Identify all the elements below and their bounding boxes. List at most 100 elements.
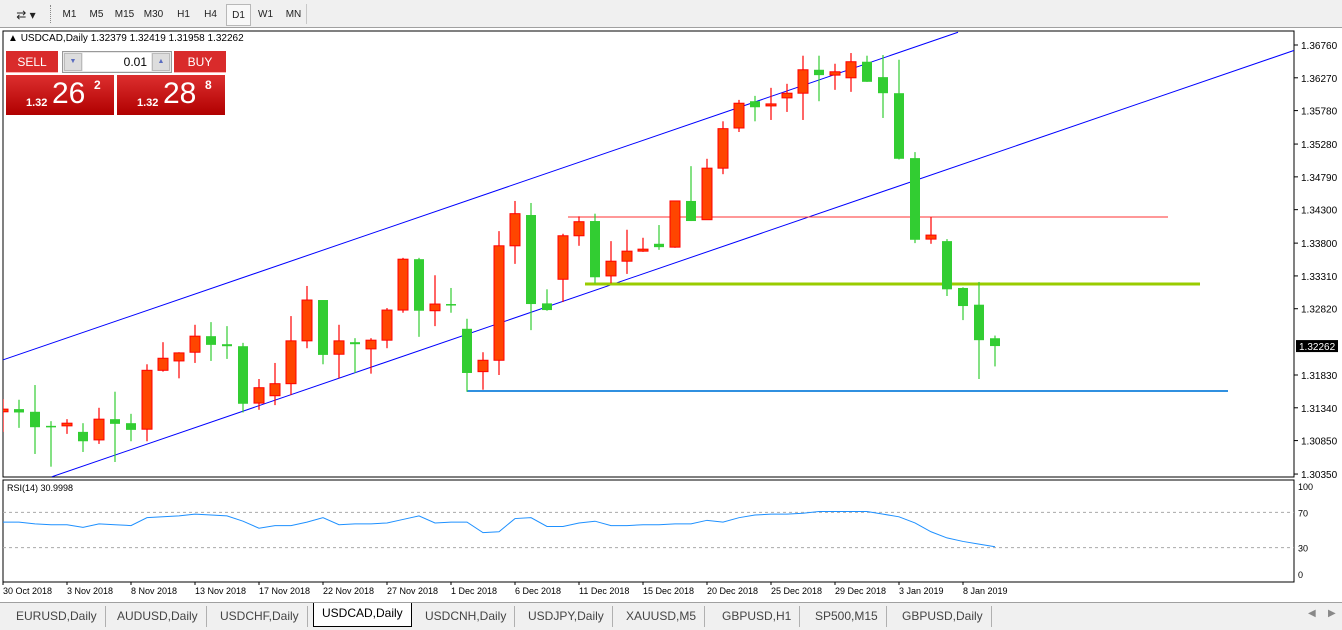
candle-body xyxy=(462,328,472,373)
tabs-scroll-left-icon[interactable]: ◀ xyxy=(1308,608,1316,619)
timeframe-m15[interactable]: M15 xyxy=(114,9,135,20)
date-label: 13 Nov 2018 xyxy=(195,586,246,596)
tabs-scroll-right-icon[interactable]: ▶ xyxy=(1328,608,1336,619)
candle-body xyxy=(93,418,105,441)
candle xyxy=(462,318,472,392)
candle-body xyxy=(78,431,88,442)
candle xyxy=(605,241,617,284)
candle xyxy=(910,152,920,244)
tab-sp500-m15[interactable]: SP500,M15 xyxy=(807,606,887,627)
candle-body xyxy=(126,423,136,430)
sell-price[interactable]: 1.32 26 2 xyxy=(6,75,114,115)
candle-body xyxy=(686,200,696,222)
candle xyxy=(3,399,9,432)
tab-audusd-daily[interactable]: AUDUSD,Daily xyxy=(109,606,207,627)
candle xyxy=(621,229,633,274)
timeframe-d1[interactable]: D1 xyxy=(226,4,251,26)
candle-body xyxy=(733,102,745,129)
candle-body xyxy=(141,369,153,430)
candle xyxy=(829,63,841,90)
rsi-tick-label: 70 xyxy=(1298,508,1308,518)
timeframe-m5[interactable]: M5 xyxy=(89,9,104,20)
timeframe-h1[interactable]: H1 xyxy=(177,9,190,20)
chart-tabs: EURUSD,Daily AUDUSD,Daily USDCHF,Daily USDC… xyxy=(0,602,1342,630)
candle-body xyxy=(717,128,729,169)
candle xyxy=(110,391,120,463)
candle-body xyxy=(797,69,809,94)
candle xyxy=(126,413,136,442)
candle-body xyxy=(878,77,888,94)
candle xyxy=(637,237,649,252)
candle-body xyxy=(173,352,185,362)
date-label: 22 Nov 2018 xyxy=(323,586,374,596)
tab-usdcnh-daily[interactable]: USDCNH,Daily xyxy=(417,606,516,627)
toolbar-grip[interactable] xyxy=(50,5,53,23)
candle xyxy=(590,213,600,284)
tab-usdcad-daily[interactable]: USDCAD,Daily xyxy=(313,603,412,627)
date-label: 3 Jan 2019 xyxy=(899,586,944,596)
candle xyxy=(814,55,824,102)
tab-usdchf-daily[interactable]: USDCHF,Daily xyxy=(212,606,308,627)
candle-body xyxy=(333,340,345,355)
collapse-triangle-icon[interactable]: ▲ xyxy=(8,33,18,44)
candle xyxy=(414,257,424,337)
buy-button[interactable]: BUY xyxy=(174,51,226,73)
candle xyxy=(701,158,713,221)
buy-price[interactable]: 1.32 28 8 xyxy=(117,75,225,115)
rsi-pane-frame xyxy=(2,479,1295,583)
date-label: 30 Oct 2018 xyxy=(3,586,52,596)
price-tick-label: 1.31340 xyxy=(1301,404,1338,415)
candle-body xyxy=(477,359,489,373)
lot-size-stepper: ▼ 0.01 ▲ xyxy=(62,51,172,73)
lot-size-input[interactable]: 0.01 xyxy=(83,53,151,71)
candle-body xyxy=(557,235,569,280)
symbol-label: USDCAD,Daily xyxy=(20,33,88,44)
candle-body xyxy=(61,422,73,427)
candle-body xyxy=(654,243,664,248)
timeframe-w1[interactable]: W1 xyxy=(258,9,273,20)
candle xyxy=(797,55,809,120)
timeframe-h4[interactable]: H4 xyxy=(204,9,217,20)
tab-xauusd-m5[interactable]: XAUUSD,M5 xyxy=(618,606,706,627)
current-price-badge xyxy=(1296,340,1338,353)
candle xyxy=(446,287,456,313)
candle-body xyxy=(925,234,937,240)
tab-gbpusd-daily[interactable]: GBPUSD,Daily xyxy=(894,606,992,627)
date-label: 25 Dec 2018 xyxy=(771,586,822,596)
candle xyxy=(141,364,153,442)
chart-header: ▲ USDCAD,Daily 1.32379 1.32419 1.31958 1… xyxy=(8,33,244,44)
sell-price-pip: 2 xyxy=(94,78,101,92)
candle-body xyxy=(542,303,552,311)
candle xyxy=(990,335,1000,367)
candle xyxy=(669,200,681,248)
ohlc-values: 1.32379 1.32419 1.31958 1.32262 xyxy=(90,33,244,44)
tab-usdjpy-daily[interactable]: USDJPY,Daily xyxy=(520,606,613,627)
line-studies-icon[interactable]: ⇄ ▾ xyxy=(16,8,36,22)
chart-canvas[interactable]: 1.36760 1.36270 1.35780 1.35280 1.34790 1.343… xyxy=(0,29,1342,602)
candle-body xyxy=(637,248,649,252)
candle xyxy=(942,239,952,297)
candle-body xyxy=(253,387,265,404)
timeframe-m30[interactable]: M30 xyxy=(143,9,164,20)
toolbar-separator xyxy=(306,4,307,24)
timeframe-m1[interactable]: M1 xyxy=(62,9,77,20)
candle-body xyxy=(285,340,297,385)
candle xyxy=(477,352,489,390)
increase-lot-button[interactable]: ▲ xyxy=(152,53,170,71)
price-tick-label: 1.33310 xyxy=(1301,272,1338,283)
tab-eurusd-daily[interactable]: EURUSD,Daily xyxy=(8,606,106,627)
price-tick-label: 1.34300 xyxy=(1301,206,1338,217)
candle-body xyxy=(990,338,1000,347)
candle xyxy=(157,342,169,372)
decrease-lot-button[interactable]: ▼ xyxy=(64,53,82,71)
candle xyxy=(238,342,248,413)
rsi-line xyxy=(3,511,996,548)
candle xyxy=(542,289,552,311)
candle-body xyxy=(318,300,328,355)
tab-gbpusd-h1[interactable]: GBPUSD,H1 xyxy=(714,606,801,627)
price-tick-label: 1.36760 xyxy=(1301,41,1338,52)
date-label: 15 Dec 2018 xyxy=(643,586,694,596)
sell-button[interactable]: SELL xyxy=(6,51,58,73)
rsi-tick-label: 30 xyxy=(1298,544,1308,554)
timeframe-mn[interactable]: MN xyxy=(285,9,302,20)
